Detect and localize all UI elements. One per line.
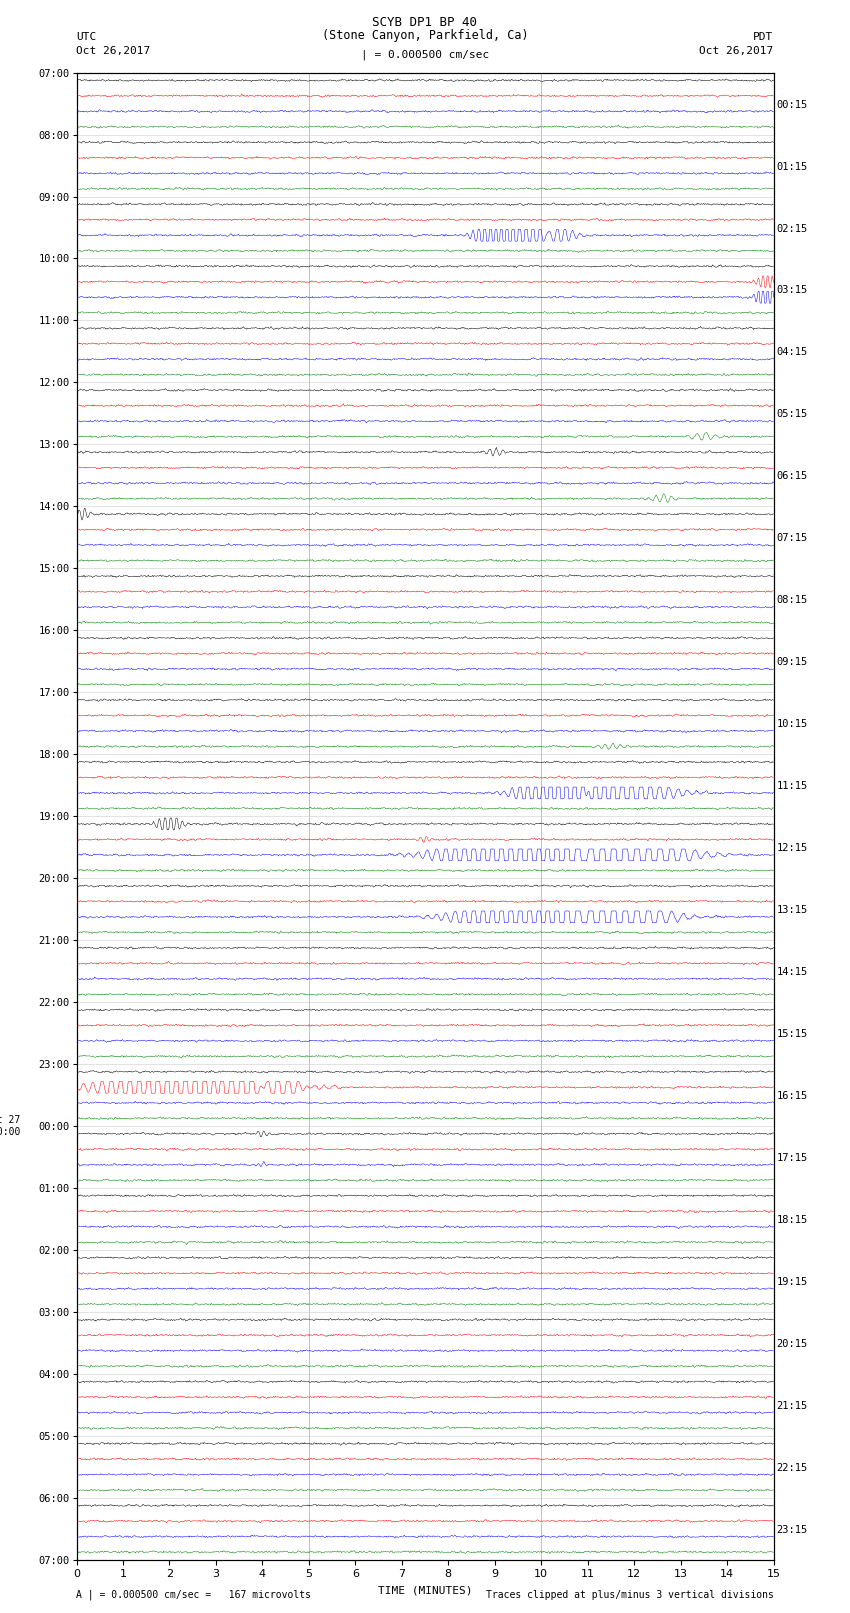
Text: | = 0.000500 cm/sec: | = 0.000500 cm/sec: [361, 48, 489, 60]
Text: PDT: PDT: [753, 32, 774, 42]
X-axis label: TIME (MINUTES): TIME (MINUTES): [377, 1586, 473, 1595]
Text: Oct 27
00:00: Oct 27 00:00: [0, 1115, 20, 1137]
Text: Traces clipped at plus/minus 3 vertical divisions: Traces clipped at plus/minus 3 vertical …: [485, 1590, 774, 1600]
Text: Oct 26,2017: Oct 26,2017: [700, 47, 774, 56]
Text: SCYB DP1 BP 40: SCYB DP1 BP 40: [372, 16, 478, 29]
Text: UTC: UTC: [76, 32, 97, 42]
Text: Oct 26,2017: Oct 26,2017: [76, 47, 150, 56]
Text: A | = 0.000500 cm/sec =   167 microvolts: A | = 0.000500 cm/sec = 167 microvolts: [76, 1589, 311, 1600]
Text: (Stone Canyon, Parkfield, Ca): (Stone Canyon, Parkfield, Ca): [321, 29, 529, 42]
